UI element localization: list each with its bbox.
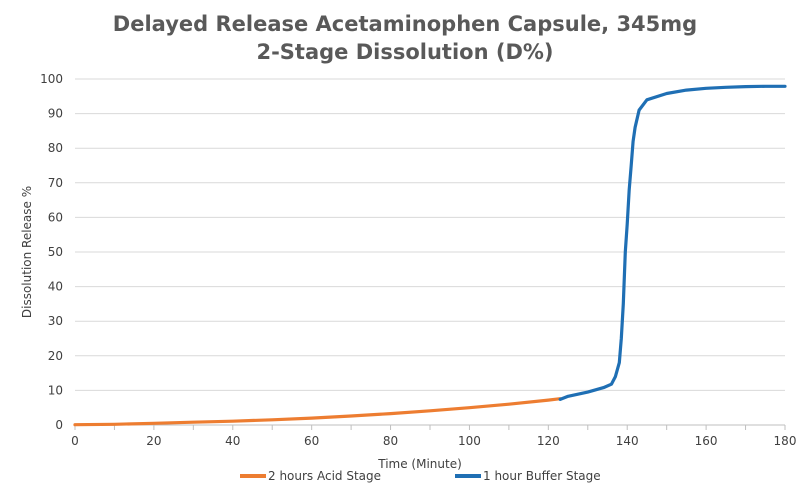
x-tick-label: 80: [383, 434, 398, 448]
tick-labels: 0 10 20 30 40 50 60 70 80 90 100 0 20 40 60 80 100 120 140…: [40, 72, 796, 448]
legend-label: 1 hour Buffer Stage: [483, 469, 601, 483]
y-axis-label: Dissolution Release %: [20, 186, 34, 318]
x-tick-label: 60: [304, 434, 319, 448]
x-tick-label: 180: [774, 434, 797, 448]
x-tick-label: 120: [537, 434, 560, 448]
y-tick-label: 40: [48, 280, 63, 294]
x-tick-label: 140: [616, 434, 639, 448]
y-tick-label: 0: [55, 418, 63, 432]
y-tick-label: 100: [40, 72, 63, 86]
x-axis-label: Time (Minute): [377, 457, 462, 471]
x-tick-label: 20: [146, 434, 161, 448]
y-tick-label: 10: [48, 383, 63, 397]
data-series: [73, 84, 787, 427]
y-tick-label: 90: [48, 107, 63, 121]
x-tick-label: 100: [458, 434, 481, 448]
y-tick-label: 20: [48, 349, 63, 363]
y-tick-label: 30: [48, 314, 63, 328]
x-tick-label: 0: [71, 434, 79, 448]
y-tick-label: 70: [48, 176, 63, 190]
chart-title-line1: Delayed Release Acetaminophen Capsule, 3…: [113, 12, 697, 36]
y-tick-label: 60: [48, 210, 63, 224]
y-tick-label: 80: [48, 141, 63, 155]
series-line-acid-stage: [73, 397, 562, 427]
legend-label: 2 hours Acid Stage: [268, 469, 381, 483]
series-line-buffer-stage: [558, 84, 787, 401]
chart-title-line2: 2-Stage Dissolution (D%): [256, 40, 553, 64]
x-tick-label: 40: [225, 434, 240, 448]
y-tick-label: 50: [48, 245, 63, 259]
axes: [74, 424, 786, 430]
legend: 2 hours Acid Stage 1 hour Buffer Stage: [240, 469, 601, 483]
gridlines: [75, 78, 785, 391]
x-tick-label: 160: [695, 434, 718, 448]
